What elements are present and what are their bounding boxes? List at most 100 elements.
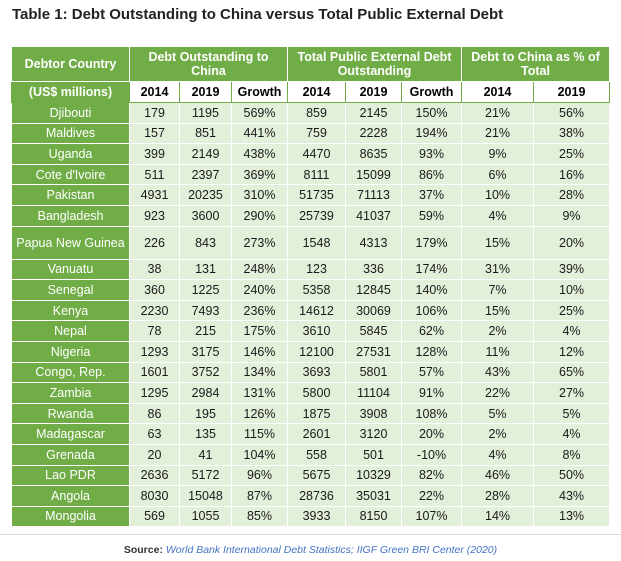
value-cell: 91% bbox=[400, 382, 463, 404]
value-cell: 86% bbox=[400, 163, 463, 186]
country-cell: Lao PDR bbox=[11, 464, 130, 487]
value-cell: 57% bbox=[400, 361, 463, 384]
value-cell: 273% bbox=[231, 225, 288, 260]
value-cell: 87% bbox=[231, 485, 288, 507]
value-cell: 1225 bbox=[179, 279, 232, 301]
country-cell: Papua New Guinea bbox=[11, 225, 130, 260]
value-cell: 20235 bbox=[179, 184, 232, 206]
value-cell: 5% bbox=[533, 402, 611, 425]
table-row: Nepal 78 215 175% 3610 5845 62% 2% 4% bbox=[11, 320, 611, 342]
table-row: Bangladesh 923 3600 290% 25739 41037 59% 4% 9% bbox=[11, 204, 611, 227]
value-cell: 59% bbox=[400, 204, 463, 227]
value-cell: 13% bbox=[533, 505, 611, 528]
value-cell: 22% bbox=[461, 382, 535, 404]
value-cell: 56% bbox=[533, 102, 611, 124]
value-cell: 85% bbox=[231, 505, 288, 528]
value-cell: 150% bbox=[400, 102, 463, 124]
value-cell: 8% bbox=[533, 443, 611, 466]
country-cell: Senegal bbox=[11, 279, 130, 301]
value-cell: 2% bbox=[461, 320, 535, 342]
value-cell: 5358 bbox=[287, 279, 346, 301]
value-cell: 759 bbox=[287, 122, 346, 145]
table-row: Mongolia 569 1055 85% 3933 8150 107% 14% 13% bbox=[11, 505, 611, 528]
value-cell: 859 bbox=[287, 102, 346, 124]
value-cell: 4% bbox=[461, 204, 535, 227]
value-cell: 511 bbox=[129, 163, 180, 186]
value-cell: 4% bbox=[533, 423, 611, 445]
table-row: Zambia 1295 2984 131% 5800 11104 91% 22% 27% bbox=[11, 382, 611, 404]
value-cell: 4% bbox=[461, 443, 535, 466]
table-title: Table 1: Debt Outstanding to China versu… bbox=[12, 6, 504, 23]
header-col: 2014 bbox=[287, 81, 346, 103]
value-cell: 41037 bbox=[345, 204, 402, 227]
country-cell: Nigeria bbox=[11, 340, 130, 363]
table-row: Uganda 399 2149 438% 4470 8635 93% 9% 25% bbox=[11, 143, 611, 165]
value-cell: 10% bbox=[533, 279, 611, 301]
value-cell: 38 bbox=[129, 258, 180, 281]
value-cell: 93% bbox=[400, 143, 463, 165]
value-cell: 31% bbox=[461, 258, 535, 281]
value-cell: 399 bbox=[129, 143, 180, 165]
value-cell: 20% bbox=[400, 423, 463, 445]
value-cell: 9% bbox=[461, 143, 535, 165]
value-cell: 2145 bbox=[345, 102, 402, 124]
value-cell: 1548 bbox=[287, 225, 346, 260]
value-cell: 179% bbox=[400, 225, 463, 260]
value-cell: 38% bbox=[533, 122, 611, 145]
value-cell: 4313 bbox=[345, 225, 402, 260]
table-row: Pakistan 4931 20235 310% 51735 71113 37% 10% 28% bbox=[11, 184, 611, 206]
value-cell: 46% bbox=[461, 464, 535, 487]
value-cell: 2228 bbox=[345, 122, 402, 145]
value-cell: 7493 bbox=[179, 299, 232, 322]
country-cell: Nepal bbox=[11, 320, 130, 342]
value-cell: 10329 bbox=[345, 464, 402, 487]
value-cell: 3908 bbox=[345, 402, 402, 425]
value-cell: 146% bbox=[231, 340, 288, 363]
value-cell: 5845 bbox=[345, 320, 402, 342]
country-cell: Bangladesh bbox=[11, 204, 130, 227]
value-cell: 43% bbox=[533, 485, 611, 507]
value-cell: 25% bbox=[533, 299, 611, 322]
value-cell: 1195 bbox=[179, 102, 232, 124]
table-row: Rwanda 86 195 126% 1875 3908 108% 5% 5% bbox=[11, 402, 611, 425]
country-cell: Zambia bbox=[11, 382, 130, 404]
country-cell: Maldives bbox=[11, 122, 130, 145]
value-cell: 1601 bbox=[129, 361, 180, 384]
value-cell: 16% bbox=[533, 163, 611, 186]
table-row: Djibouti 179 1195 569% 859 2145 150% 21% 56% bbox=[11, 102, 611, 124]
value-cell: 310% bbox=[231, 184, 288, 206]
value-cell: 12% bbox=[533, 340, 611, 363]
value-cell: 28% bbox=[533, 184, 611, 206]
value-cell: 134% bbox=[231, 361, 288, 384]
value-cell: 14% bbox=[461, 505, 535, 528]
value-cell: 28% bbox=[461, 485, 535, 507]
value-cell: 8111 bbox=[287, 163, 346, 186]
value-cell: 3610 bbox=[287, 320, 346, 342]
divider bbox=[0, 534, 621, 535]
value-cell: 3600 bbox=[179, 204, 232, 227]
source-label: Source: bbox=[123, 544, 163, 556]
value-cell: 2149 bbox=[179, 143, 232, 165]
value-cell: 115% bbox=[231, 423, 288, 445]
header-year-row: (US$ millions) 2014 2019 Growth 2014 201… bbox=[11, 81, 611, 103]
header-debt-to-china: Debt Outstanding to China bbox=[129, 46, 288, 82]
value-cell: 8150 bbox=[345, 505, 402, 528]
value-cell: 3752 bbox=[179, 361, 232, 384]
value-cell: 131 bbox=[179, 258, 232, 281]
value-cell: 569 bbox=[129, 505, 180, 528]
country-cell: Grenada bbox=[11, 443, 130, 466]
value-cell: 501 bbox=[345, 443, 402, 466]
value-cell: 175% bbox=[231, 320, 288, 342]
value-cell: 240% bbox=[231, 279, 288, 301]
table-row: Grenada 20 41 104% 558 501 -10% 4% 8% bbox=[11, 443, 611, 466]
value-cell: 194% bbox=[400, 122, 463, 145]
value-cell: 369% bbox=[231, 163, 288, 186]
value-cell: 226 bbox=[129, 225, 180, 260]
value-cell: 2% bbox=[461, 423, 535, 445]
value-cell: 2984 bbox=[179, 382, 232, 404]
value-cell: 438% bbox=[231, 143, 288, 165]
value-cell: 2636 bbox=[129, 464, 180, 487]
value-cell: 28736 bbox=[287, 485, 346, 507]
value-cell: 15048 bbox=[179, 485, 232, 507]
value-cell: 2601 bbox=[287, 423, 346, 445]
